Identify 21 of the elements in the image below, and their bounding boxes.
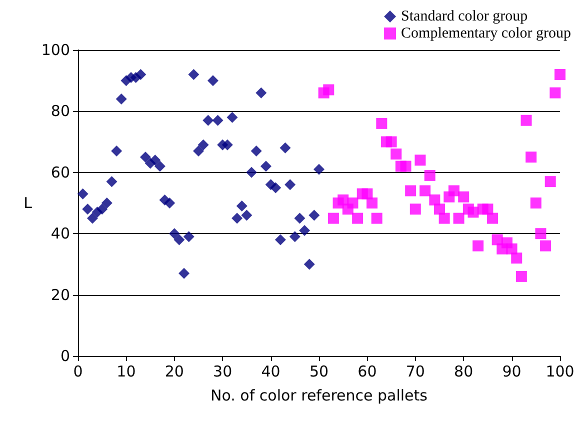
x-axis-title: No. of color reference pallets	[210, 386, 428, 404]
x-tick-label: 30	[213, 362, 232, 380]
x-tick-label: 100	[546, 362, 574, 380]
y-tick-label: 80	[50, 102, 70, 120]
x-tick-label: 20	[164, 362, 184, 380]
x-tick-label: 40	[261, 362, 280, 380]
y-tick-label: 100	[41, 41, 70, 59]
x-tick-label: 50	[309, 362, 329, 380]
x-tick-label: 60	[358, 362, 377, 380]
x-tick-label: 90	[502, 362, 522, 380]
y-tick-label: 60	[50, 163, 70, 182]
x-tick-label: 10	[116, 362, 136, 380]
legend-label: Standard color group	[401, 8, 528, 24]
y-tick-label: 40	[50, 224, 70, 243]
x-tick-label: 80	[454, 362, 474, 380]
x-tick-label: 0	[73, 362, 83, 380]
x-tick-label: 70	[406, 362, 425, 380]
y-tick-label: 20	[50, 286, 70, 304]
y-tick-label: 0	[60, 347, 70, 365]
legend-label: Complementary color group	[401, 26, 572, 42]
y-axis-title: L	[24, 194, 33, 212]
